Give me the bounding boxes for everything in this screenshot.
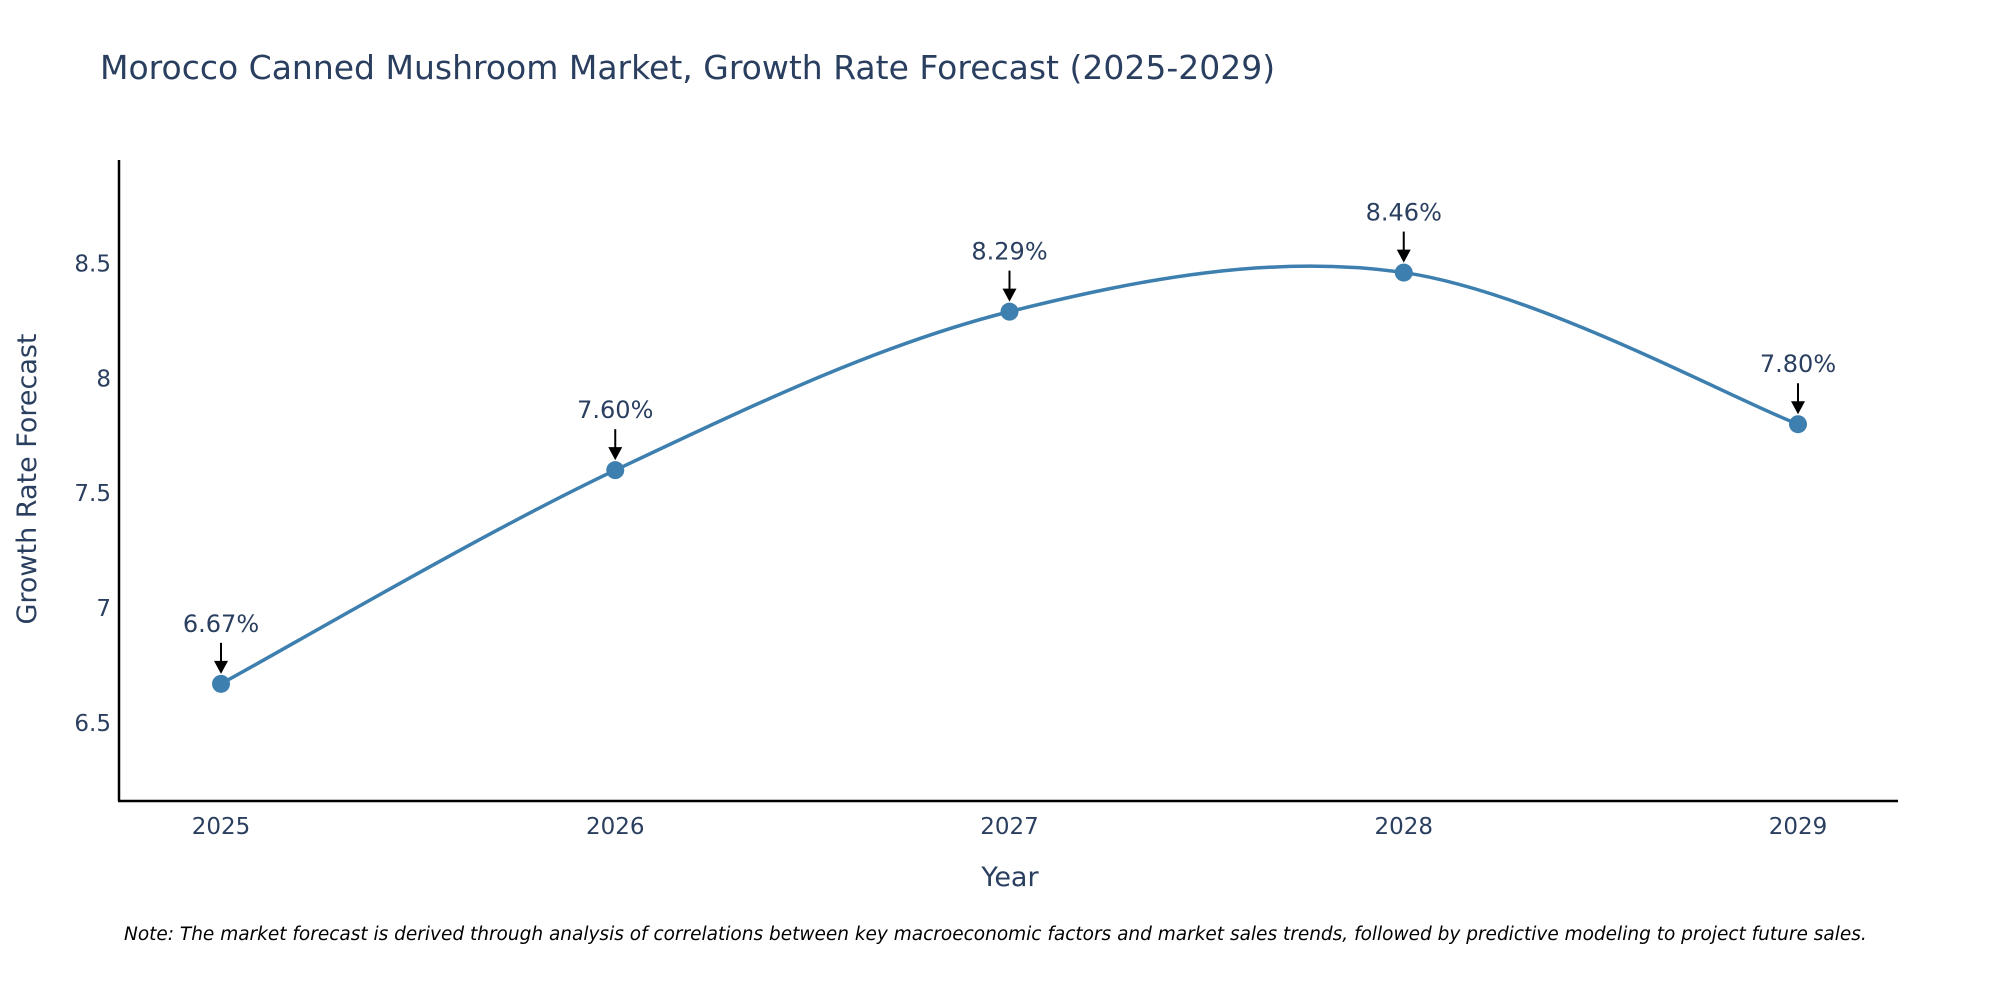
annotation-arrow-head (1396, 249, 1411, 263)
data-label: 6.67% (183, 610, 259, 638)
data-point (1789, 415, 1807, 434)
data-markers (212, 263, 1807, 693)
data-point (212, 674, 230, 693)
series-growth-rate (220, 264, 1799, 686)
data-label: 7.80% (1760, 350, 1836, 378)
annotation-arrow-head (608, 447, 623, 461)
x-axis-ticks: 2025 2026 2027 2028 2029 (192, 814, 1828, 840)
data-point (1000, 302, 1019, 321)
annotation-arrow-head (1791, 401, 1805, 415)
y-tick-label: 7 (96, 596, 111, 622)
footnote: Note: The market forecast is derived thr… (124, 924, 1867, 945)
x-tick-label: 2029 (1769, 814, 1828, 840)
data-label: 8.46% (1366, 199, 1442, 227)
y-axis-ticks: 6.5 7 7.5 8 8.5 (74, 251, 111, 736)
annotation-arrow-head (1002, 288, 1017, 302)
y-axis-title: Growth Rate Forecast (12, 333, 43, 624)
x-tick-label: 2025 (192, 814, 251, 840)
x-tick-label: 2026 (586, 814, 645, 840)
data-label: 8.29% (971, 238, 1047, 266)
annotation-arrow-head (214, 660, 228, 674)
y-tick-label: 6.5 (74, 711, 111, 737)
y-tick-label: 8.5 (74, 251, 111, 277)
x-tick-label: 2027 (980, 814, 1039, 840)
data-label: 7.60% (577, 396, 653, 424)
x-axis-title: Year (980, 862, 1039, 893)
y-tick-label: 8 (96, 366, 111, 392)
data-point (1394, 263, 1413, 282)
chart-title: Morocco Canned Mushroom Market, Growth R… (100, 48, 1275, 87)
series-line (220, 264, 1799, 686)
data-point (606, 461, 625, 480)
x-tick-label: 2028 (1374, 814, 1433, 840)
y-tick-label: 7.5 (74, 481, 111, 507)
data-annotations: 6.67% 7.60% 8.29% 8.46% 7.80% (183, 199, 1836, 674)
axes (117, 160, 1898, 803)
